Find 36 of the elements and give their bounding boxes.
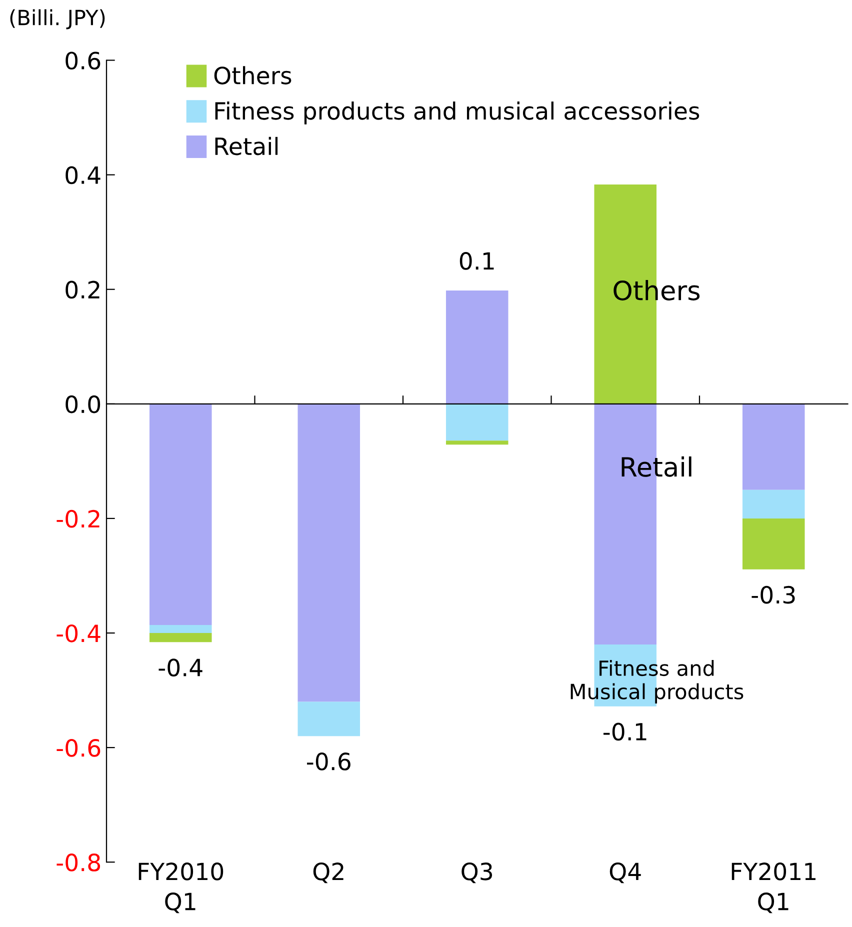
annotation: Retail <box>622 456 692 477</box>
bar <box>742 404 805 490</box>
total-label: -0.1 <box>603 722 646 741</box>
bar <box>742 490 805 518</box>
y-tick-label: -0.6 <box>56 739 100 757</box>
total-label: -0.6 <box>306 752 350 770</box>
x-tick-label: Q3 <box>462 862 492 884</box>
bar <box>446 290 508 404</box>
bar <box>446 404 508 441</box>
y-tick-label: 0.4 <box>66 166 100 184</box>
x-tick-label: FY2011 Q1 <box>732 862 816 914</box>
total-label: -0.4 <box>158 658 202 676</box>
y-tick-label: 0.2 <box>66 280 100 299</box>
bar <box>149 624 212 634</box>
y-tick-label: -0.8 <box>56 854 100 872</box>
bar <box>298 404 360 702</box>
bar <box>149 633 212 642</box>
x-tick-label: Q4 <box>610 862 641 884</box>
legend-label: Fitness products and musical accessories <box>215 102 700 124</box>
bar <box>742 518 805 570</box>
bar <box>298 702 360 736</box>
total-label: 0.1 <box>460 252 494 270</box>
legend-label: Others <box>214 66 292 84</box>
total-label: -0.3 <box>752 586 795 604</box>
y-tick-label: 0.6 <box>66 52 100 70</box>
y-tick-label: 0.0 <box>66 395 100 414</box>
x-tick-label: FY2010 Q1 <box>138 862 224 914</box>
y-axis-title: (Billi. JPY) <box>10 9 105 30</box>
x-tick-label: Q2 <box>313 862 344 884</box>
annotation: Fitness and Musical products <box>570 660 744 704</box>
y-tick-label: -0.2 <box>56 510 100 528</box>
legend-label: Retail <box>215 136 278 156</box>
annotation: Others <box>614 280 700 300</box>
y-tick-label: -0.4 <box>56 624 100 642</box>
bar <box>446 440 508 445</box>
bar <box>149 404 212 625</box>
